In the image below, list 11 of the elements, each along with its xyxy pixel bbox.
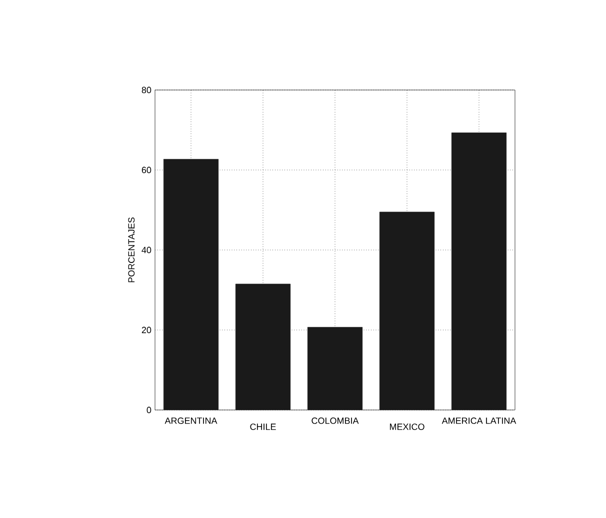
x-tick-label: COLOMBIA	[312, 418, 359, 424]
y-tick-label: 40	[142, 246, 152, 254]
y-tick-label: 0	[146, 406, 152, 414]
y-tick-label: 80	[142, 86, 152, 94]
x-tick-label: MEXICO	[390, 424, 424, 430]
y-tick-label: 60	[142, 166, 152, 174]
x-tick-label: ARGENTINA	[164, 418, 218, 424]
y-tick-label: 20	[142, 326, 152, 334]
x-tick-label: CHILE	[250, 424, 276, 430]
x-tick-label: AMERICA LATINA	[442, 418, 516, 424]
y-axis-title: PORCENTAJES	[128, 217, 135, 282]
